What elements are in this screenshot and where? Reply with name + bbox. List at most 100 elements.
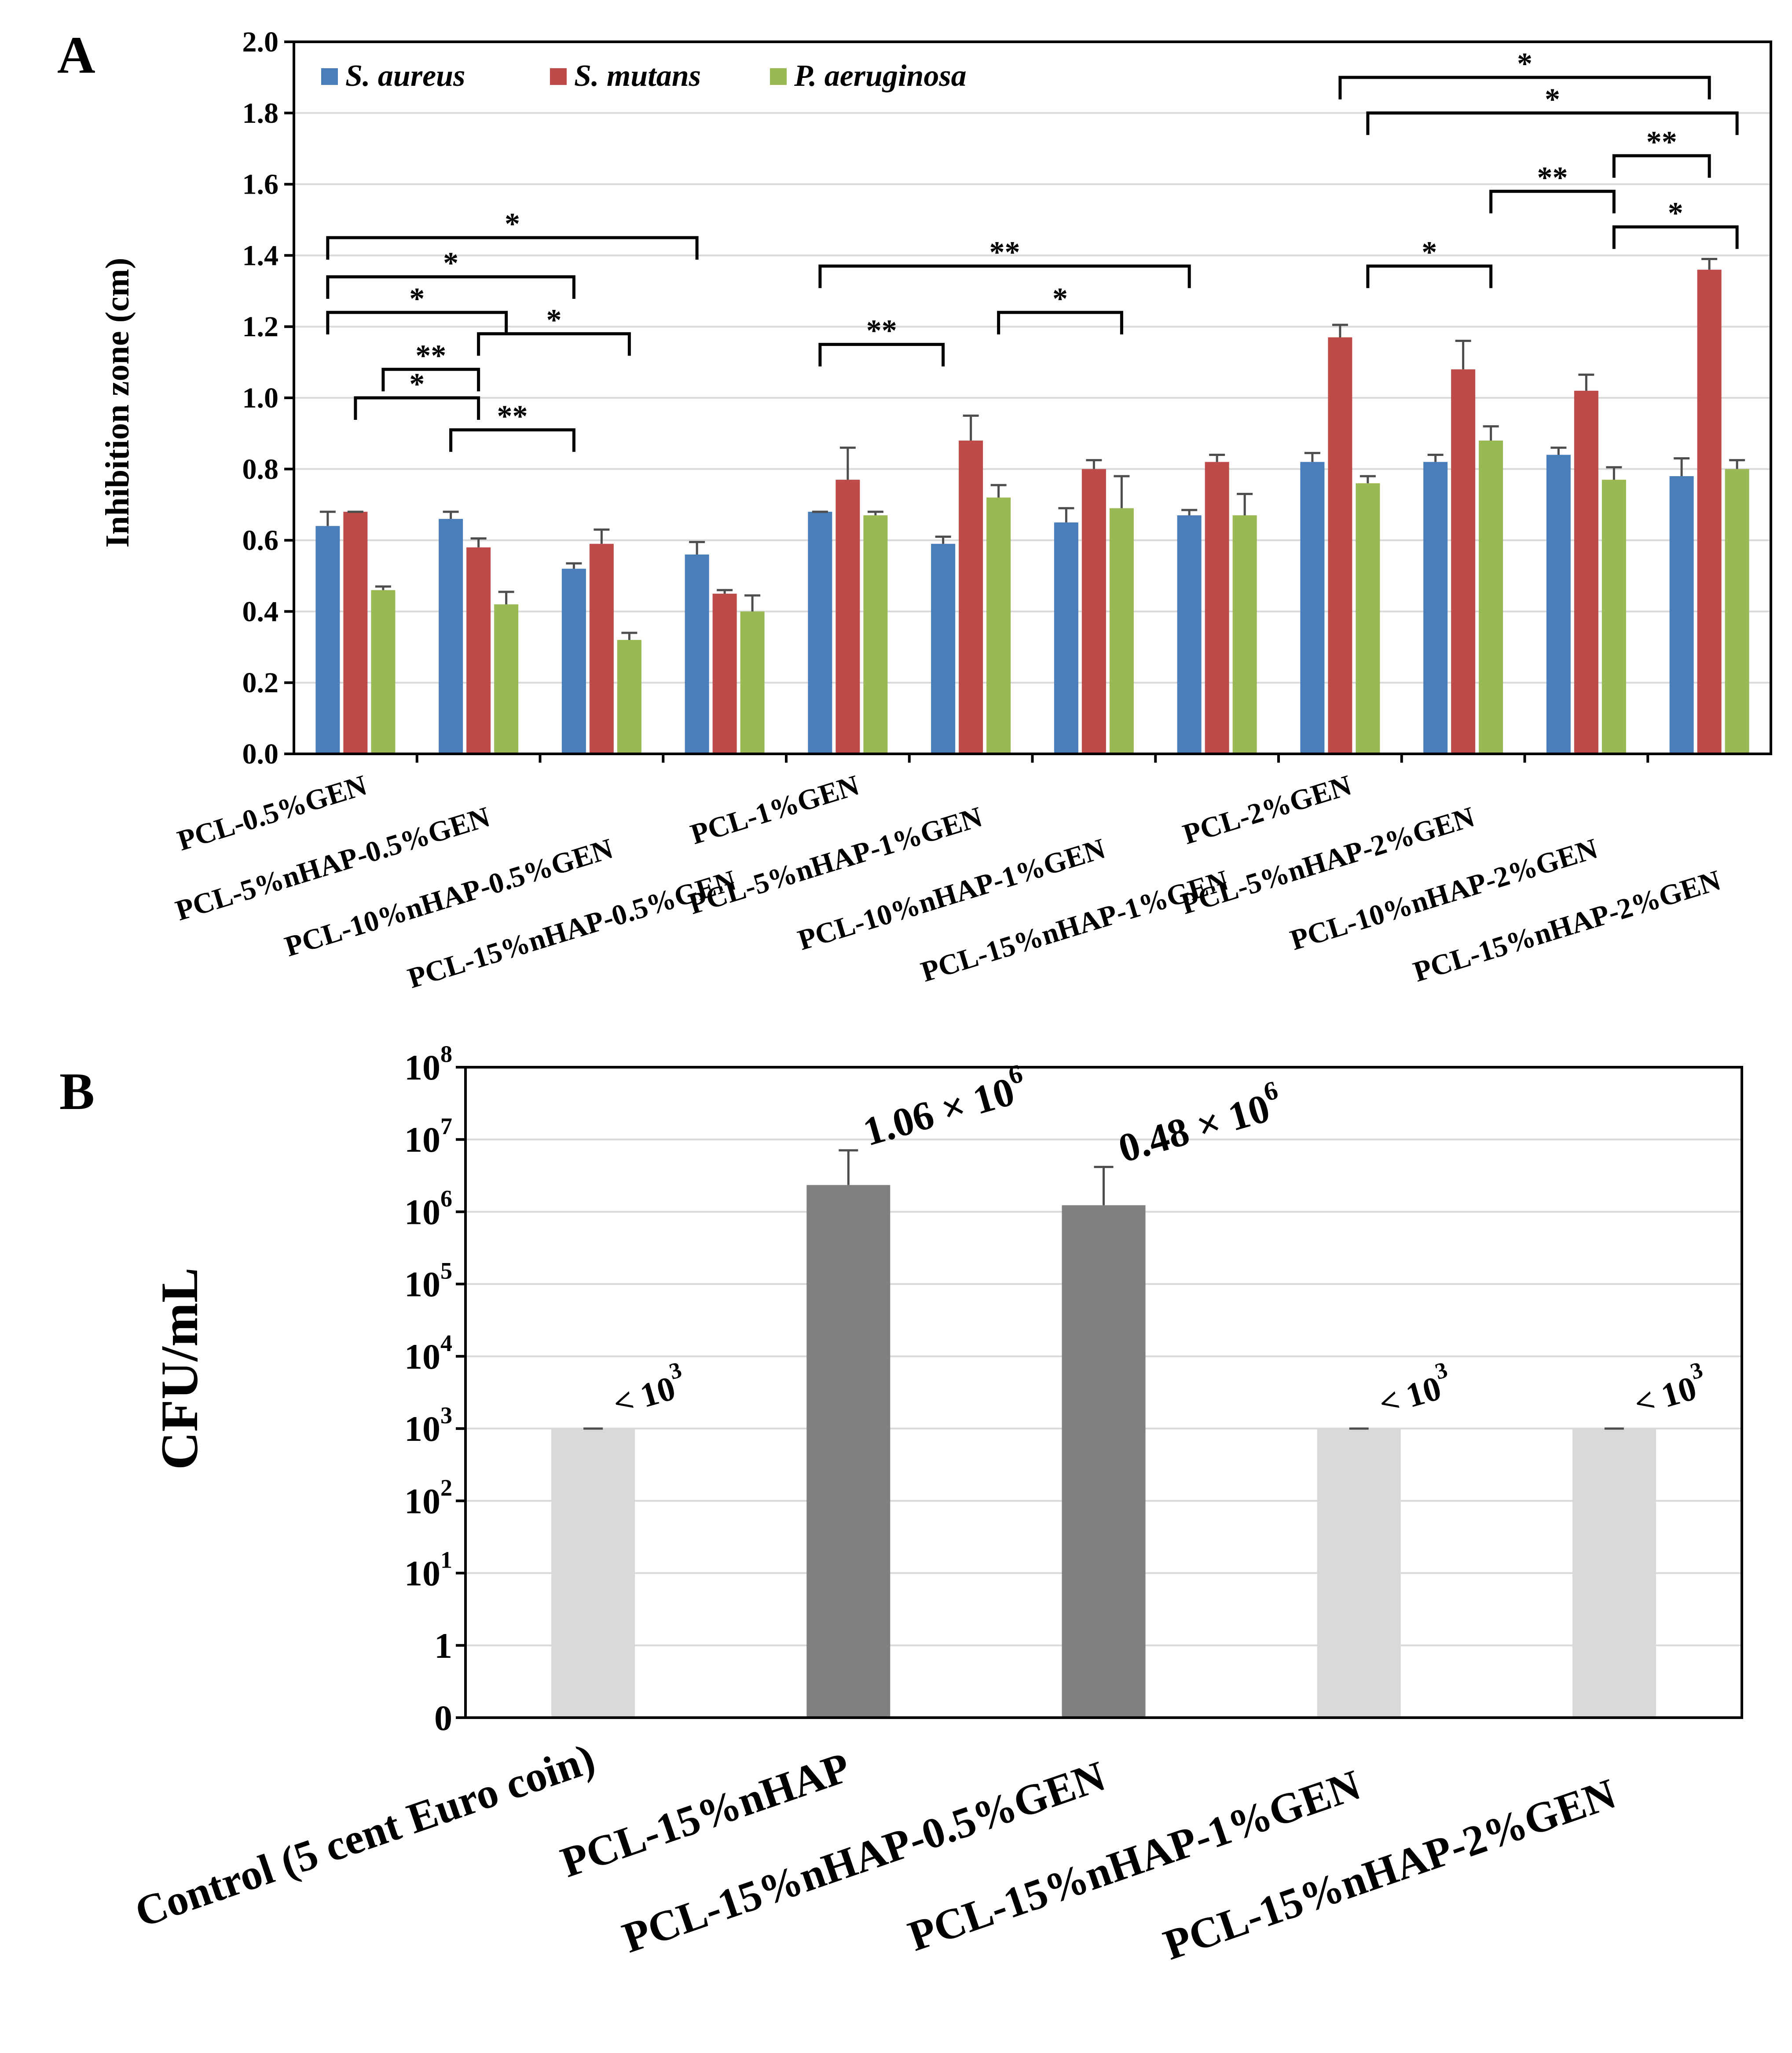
panel-a-error-bar (621, 632, 638, 640)
panel-a-significance-label: ** (866, 314, 897, 348)
panel-b-y-tick-label: 108 (404, 1041, 452, 1087)
panel-a-error-bar (1086, 459, 1102, 469)
panel-a-bar (1601, 480, 1626, 754)
panel-a-bar (836, 480, 860, 754)
panel-a-error-bar (1181, 509, 1198, 515)
panel-b-error-bar (1094, 1166, 1114, 1205)
panel-a-error-bar (717, 589, 733, 594)
panel-a-y-tick-label: 0.6 (242, 525, 279, 557)
panel-a-bar (343, 511, 368, 754)
panel-b-bar (806, 1185, 891, 1718)
panel-a-error-bar (839, 446, 856, 480)
panel-a-significance-label: * (409, 367, 425, 401)
panel-b-y-tick-exponent: 8 (440, 1041, 452, 1067)
panel-b-annotation-exponent: 6 (1005, 1058, 1026, 1090)
panel-a-bar (439, 519, 463, 754)
panel-b-annotation-exponent: 3 (667, 1357, 685, 1385)
panel-a-bar (712, 593, 737, 754)
panel-a-bar (1054, 522, 1078, 754)
panel-a-significance-label: * (1517, 47, 1532, 81)
panel-b-y-tick-exponent: 3 (440, 1402, 452, 1429)
panel-a-legend: S. aureus S. mutans P. aeruginosa (321, 59, 967, 93)
panel-b-annotation-exponent: 3 (1433, 1357, 1451, 1385)
panel-a-error-bar (990, 484, 1007, 498)
panel-a-error-bar (935, 536, 951, 544)
panel-a-bar (1574, 390, 1598, 754)
panel-a-error-bar (1332, 323, 1348, 338)
panel-a-error-bar (867, 510, 883, 515)
panel-label-a: A (57, 26, 95, 84)
panel-a-error-bar (375, 585, 391, 590)
panel-a-bar (1109, 508, 1134, 754)
panel-a-bar (466, 547, 491, 754)
panel-b-annotation-exponent: 3 (1688, 1357, 1706, 1385)
panel-a-bar (1177, 515, 1202, 754)
panel-a-bar (740, 611, 765, 754)
panel-b-y-tick-label: 1 (434, 1626, 452, 1666)
panel-a-significance-bracket (326, 311, 508, 334)
panel-a-error-bar (1455, 340, 1471, 370)
panel-a-bar (931, 544, 956, 754)
panel-a-x-tick-label: PCL-2%GEN (1179, 769, 1355, 851)
panel-a-significance-label: * (443, 246, 458, 280)
panel-b-bar (551, 1429, 635, 1718)
panel-a-error-bar (1209, 453, 1225, 462)
panel-b-y-tick-label: 105 (404, 1258, 452, 1304)
panel-a-significance-bracket (997, 311, 1123, 334)
panel-a-bar (1669, 476, 1694, 754)
panel-a-legend-label: P. aeruginosa (794, 59, 967, 93)
panel-b-y-tick-label: 106 (404, 1185, 452, 1232)
panel-a-bar (685, 554, 709, 754)
panel-b-x-ticks: Control (5 cent Euro coin)PCL-15%nHAPPCL… (129, 1735, 1622, 1969)
panel-a-error-bar (1606, 466, 1622, 480)
panel-a-significance-label: * (1422, 236, 1437, 270)
panel-a-chart: ********************** 0.00.20.40.60.81.… (99, 26, 1772, 995)
panel-a-bar (617, 640, 641, 754)
panel-a-significance-bracket (477, 332, 631, 356)
panel-a-error-bar (1114, 475, 1130, 508)
panel-a-error-bar (1483, 425, 1499, 441)
panel-a-significance-bracket (1612, 225, 1739, 249)
panel-a-significance-label: * (409, 282, 425, 316)
panel-a-significance-label: * (505, 207, 520, 241)
panel-a-significance-label: ** (415, 339, 446, 373)
panel-a-significance-label: ** (497, 400, 528, 433)
panel-a-bar (959, 441, 983, 754)
panel-a-y-tick-label: 0.0 (242, 738, 279, 770)
panel-a-significance-label: ** (989, 236, 1020, 270)
panel-b-y-tick-label: 101 (404, 1547, 452, 1594)
panel-a-bar (1451, 369, 1476, 754)
panel-a-error-bar (1427, 453, 1444, 462)
panel-a-error-bar (1237, 492, 1253, 515)
panel-a-bar (1546, 455, 1571, 754)
panel-a-legend-swatch (550, 68, 567, 85)
panel-a-significance-label: * (1052, 282, 1068, 316)
panel-a-significance-label: * (1545, 83, 1560, 117)
panel-b-bar-annotation: 0.48 × 106 (1112, 1075, 1287, 1171)
panel-a-bar (371, 590, 396, 754)
panel-a-bar (1356, 483, 1380, 754)
panel-a-legend-swatch (321, 68, 338, 85)
panel-a-bar (1300, 462, 1325, 754)
panel-a-y-tick-label: 1.6 (242, 169, 279, 201)
panel-a-significance-bracket (354, 396, 480, 420)
panel-a-bar (1081, 469, 1106, 754)
panel-a-y-tick-label: 0.8 (242, 453, 279, 485)
panel-b-x-tick-label: Control (5 cent Euro coin) (129, 1735, 601, 1937)
panel-a-bar (1232, 515, 1257, 754)
panel-b-bar-annotation: < 103 (607, 1357, 691, 1422)
panel-a-x-ticks: PCL-0.5%GENPCL-5%nHAP-0.5%GENPCL-10%nHAP… (172, 754, 1725, 995)
panel-a-bar (561, 569, 586, 754)
panel-a-y-ticks: 0.0 0.2 0.4 0.6 0.8 1.0 1.2 1.4 1.6 1.8 2.0 (242, 26, 294, 770)
panel-a-bar (863, 515, 888, 754)
panel-a-significance-bracket (1612, 154, 1711, 178)
panel-a-legend-label: S. mutans (574, 59, 701, 93)
panel-a-significance-label: * (546, 303, 562, 337)
panel-a-y-tick-label: 0.4 (242, 595, 279, 628)
panel-a-error-bar (1550, 446, 1567, 455)
panel-a-significance-bracket (818, 343, 945, 367)
panel-b-bars (551, 1149, 1656, 1718)
panel-a-x-tick-label: PCL-1%GEN (687, 769, 863, 851)
